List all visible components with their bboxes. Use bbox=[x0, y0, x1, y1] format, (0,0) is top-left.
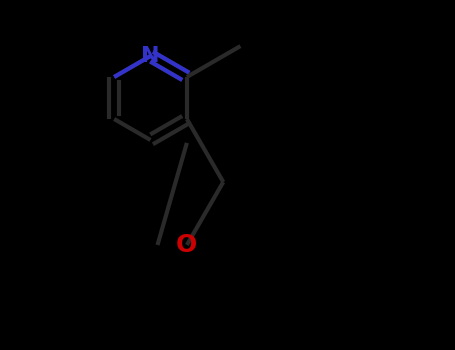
Text: O: O bbox=[176, 233, 197, 257]
Text: N: N bbox=[141, 46, 160, 66]
